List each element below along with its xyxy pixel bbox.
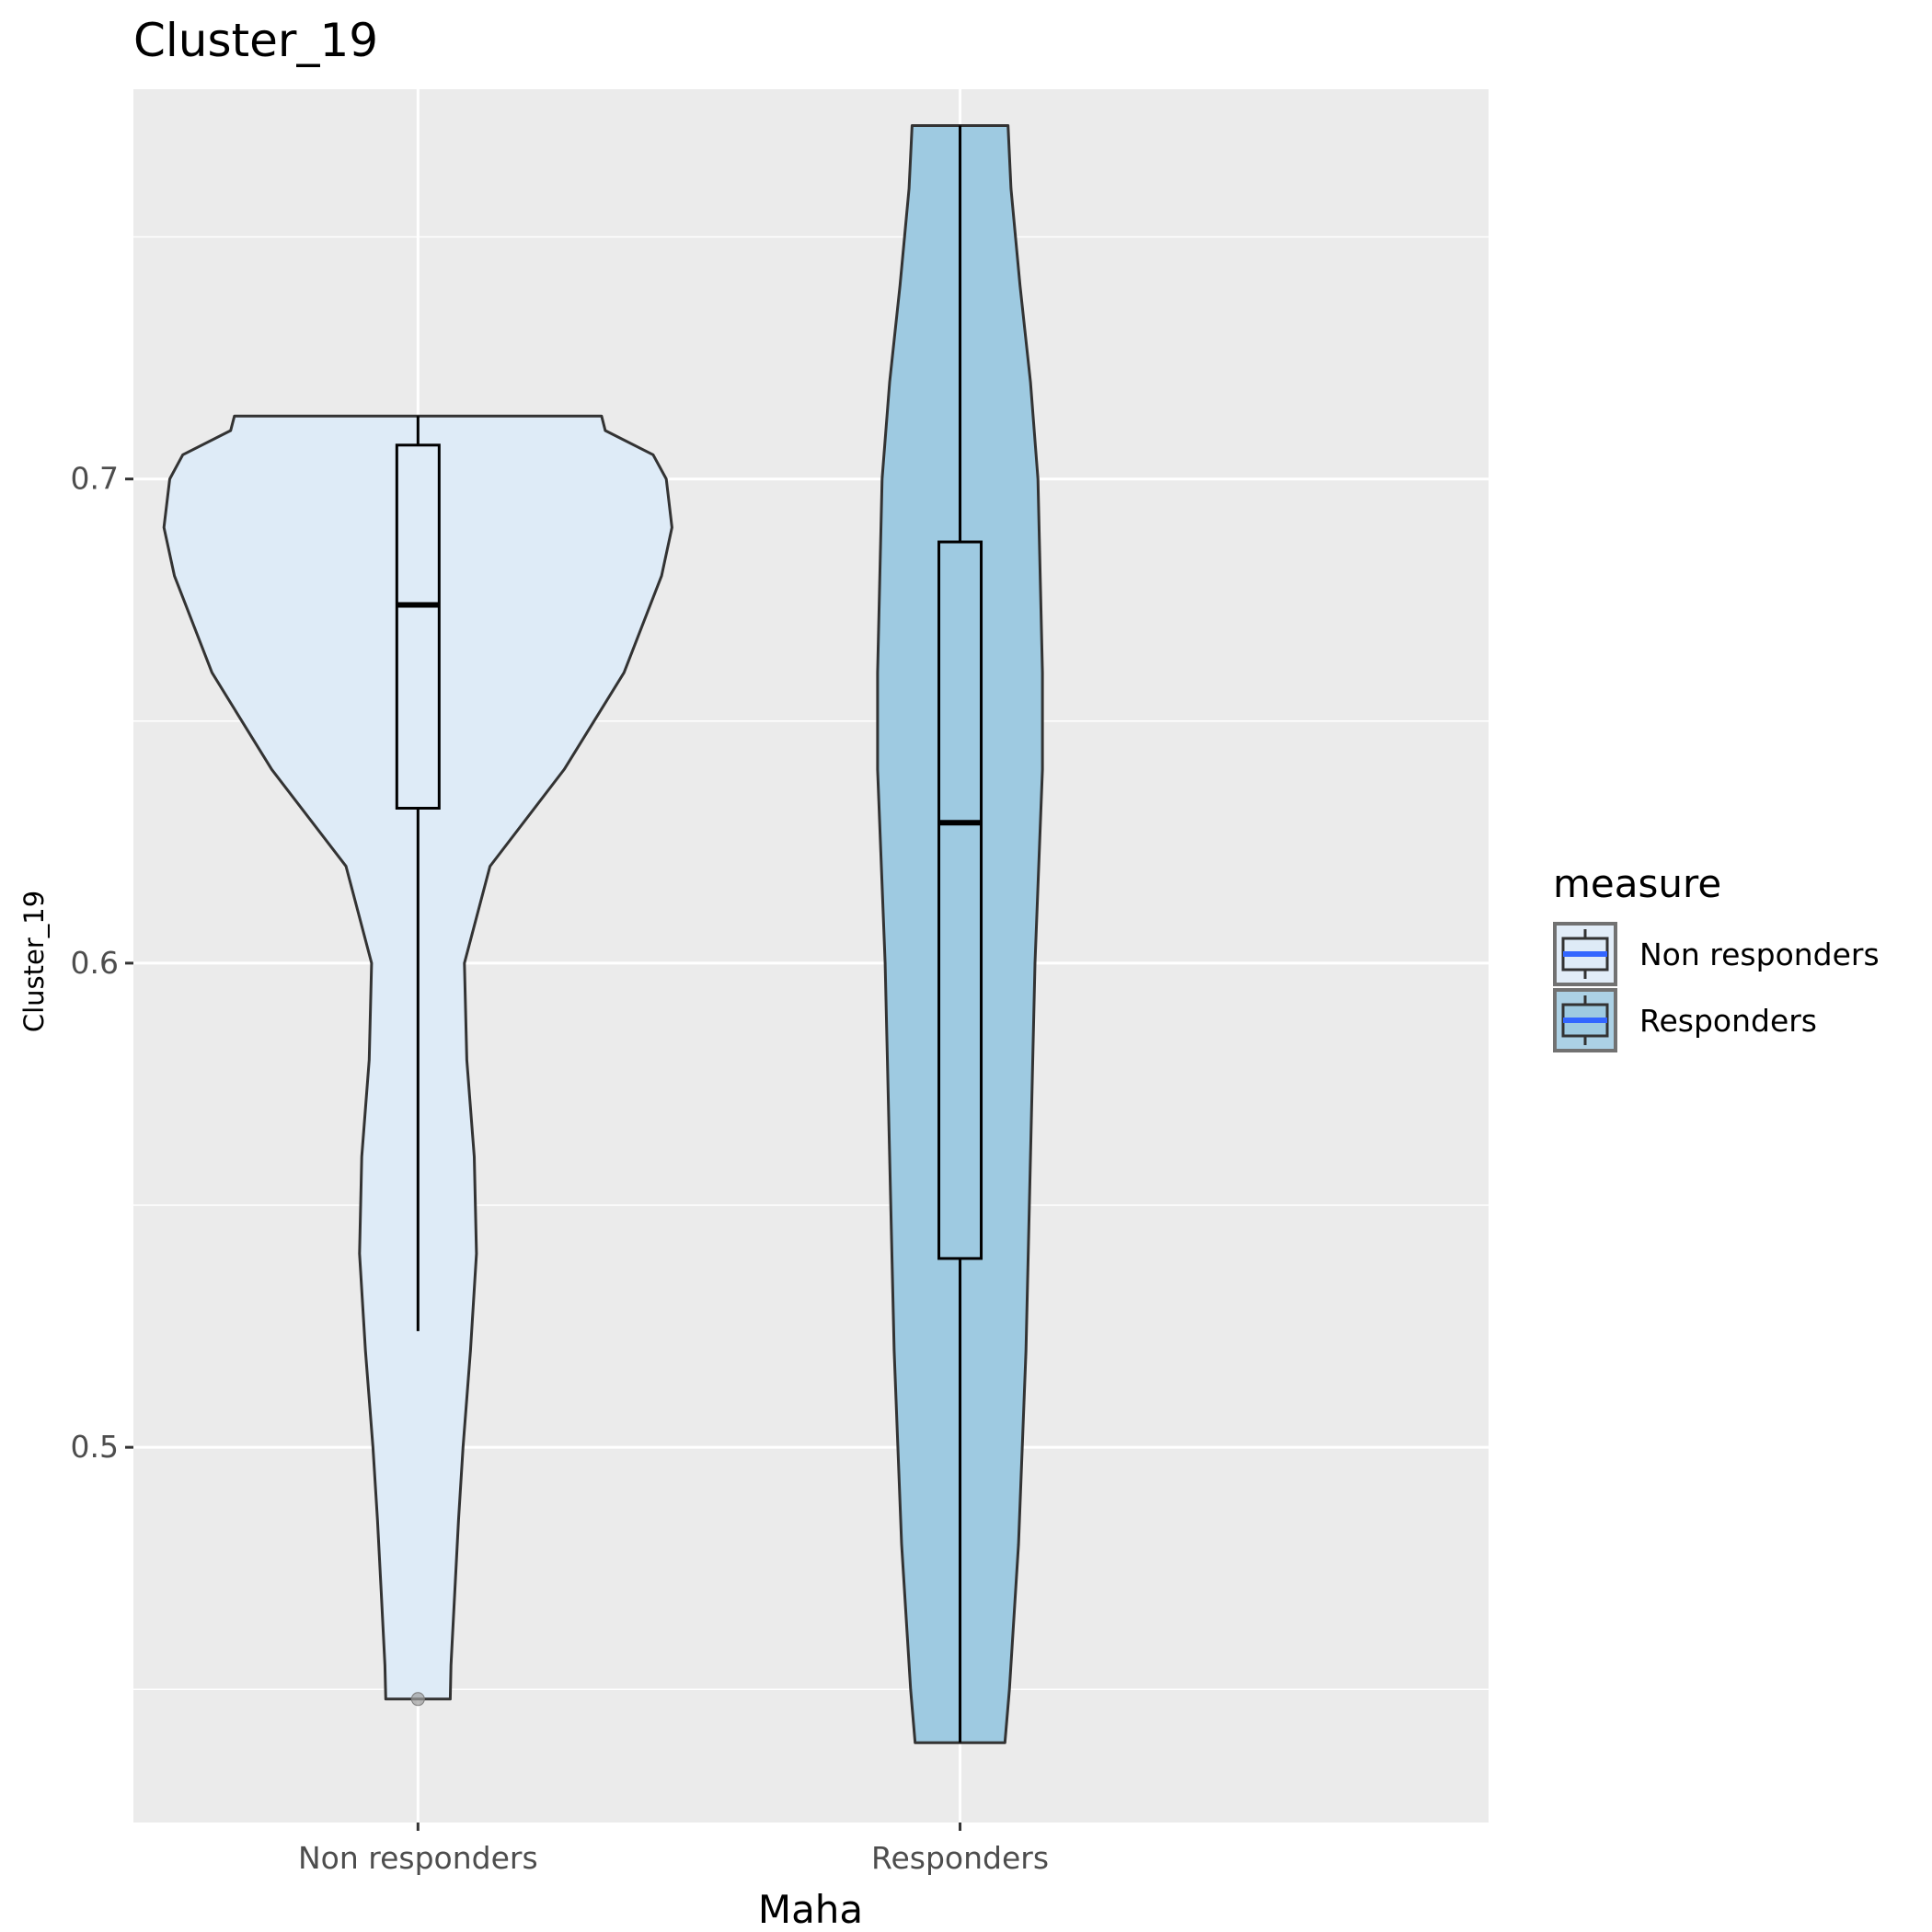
x-axis-title: Maha xyxy=(758,1887,863,1932)
legend-label-1: Responders xyxy=(1639,1003,1817,1039)
axis-layer: 0.5 0.6 0.7 Non responders Responders xyxy=(71,461,1050,1876)
y-tick-label: 0.6 xyxy=(71,945,119,981)
y-axis-title: Cluster_19 xyxy=(18,891,50,1032)
violin-layer xyxy=(162,124,1044,1744)
y-tick-label: 0.7 xyxy=(71,461,119,497)
chart-title: Cluster_19 xyxy=(133,14,378,67)
legend-title: measure xyxy=(1553,861,1721,906)
x-tick-label: Responders xyxy=(871,1840,1049,1876)
y-tick-label: 0.5 xyxy=(71,1429,119,1465)
box xyxy=(937,540,983,1260)
legend-label-0: Non responders xyxy=(1639,937,1880,972)
outlier-point xyxy=(410,1692,425,1707)
box xyxy=(395,443,441,810)
plot-panel xyxy=(133,89,1489,1823)
legend: measure Non responders Responders xyxy=(1553,861,1880,1052)
x-tick-label: Non responders xyxy=(298,1840,538,1876)
